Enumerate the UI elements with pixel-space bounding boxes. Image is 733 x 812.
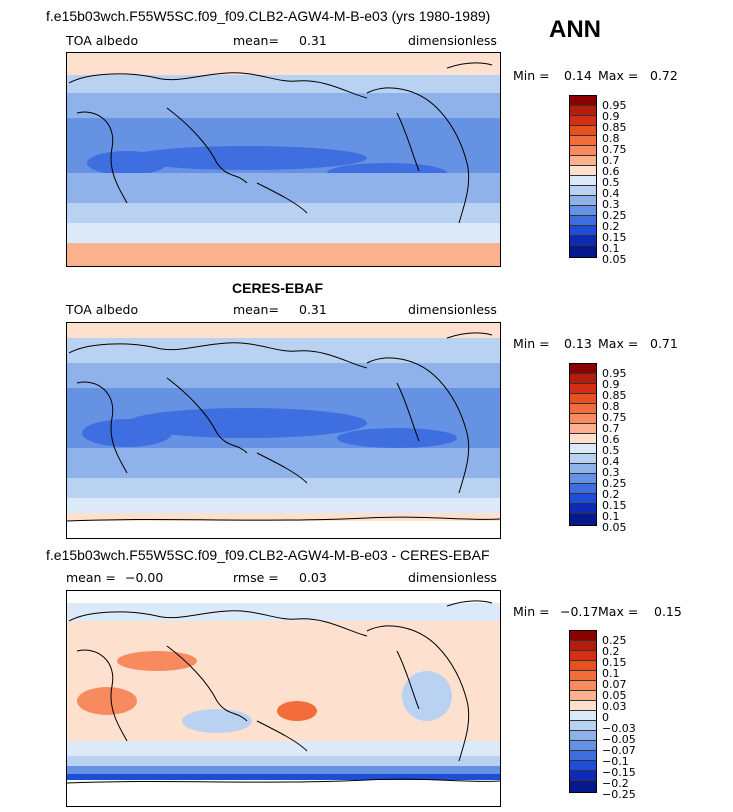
panel3-cbar-label: −0.15	[602, 766, 636, 779]
panel3-title: f.e15b03wch.F55W5SC.f09_f09.CLB2-AGW4-M-…	[46, 547, 490, 563]
panel2-min-value: 0.13	[564, 336, 592, 351]
panel2-cbar-label: 0.6	[602, 433, 620, 446]
panel1-cbar-label: 0.25	[602, 209, 627, 222]
panel3-mean-label: mean =	[66, 570, 116, 585]
panel3-cbar-label: 0.03	[602, 700, 627, 713]
panel1-cbar-label: 0.2	[602, 220, 620, 233]
panel1-cbar-label: 0.3	[602, 198, 620, 211]
panel2-min-label: Min =	[513, 336, 550, 351]
panel1-mean-label: mean=	[233, 33, 279, 48]
panel2-cbar-label: 0.75	[602, 411, 627, 424]
panel1-cbar-label: 0.1	[602, 242, 620, 255]
panel1-cbar-label: 0.6	[602, 165, 620, 178]
season-label: ANN	[549, 16, 601, 43]
panel1-cbar-label: 0.75	[602, 143, 627, 156]
panel2-title: CERES-EBAF	[232, 280, 324, 296]
panel2-max-label: Max =	[598, 336, 639, 351]
panel3-cbar-label: 0.15	[602, 656, 627, 669]
panel3-cbar-label: 0.07	[602, 678, 627, 691]
panel3-colorbar	[569, 630, 597, 793]
panel1-variable-label: TOA albedo	[66, 33, 139, 48]
panel1-min-value: 0.14	[564, 68, 592, 83]
panel3-cbar-label: −0.1	[602, 755, 629, 768]
panel1-title: f.e15b03wch.F55W5SC.f09_f09.CLB2-AGW4-M-…	[46, 8, 491, 24]
panel2-cbar-label: 0.05	[602, 521, 627, 534]
panel3-min-label: Min =	[513, 604, 550, 619]
panel1-map	[66, 52, 501, 267]
panel2-cbar-label: 0.3	[602, 466, 620, 479]
panel2-cbar-label: 0.5	[602, 444, 620, 457]
panel3-cbar-label: −0.03	[602, 722, 636, 735]
panel1-cbar-label: 0.8	[602, 132, 620, 145]
panel3-mean-value: −0.00	[125, 570, 164, 585]
panel1-max-value: 0.72	[650, 68, 678, 83]
panel2-map-svg	[67, 323, 500, 538]
panel3-cbar-label: −0.07	[602, 744, 636, 757]
panel1-mean-value: 0.31	[299, 33, 327, 48]
panel3-rmse-value: 0.03	[299, 570, 327, 585]
panel1-cbar-label: 0.7	[602, 154, 620, 167]
panel3-cbar-label: −0.05	[602, 733, 636, 746]
panel3-cbar-label: 0	[602, 711, 609, 724]
panel2-variable-label: TOA albedo	[66, 302, 139, 317]
panel2-mean-label: mean=	[233, 302, 279, 317]
panel2-cbar-label: 0.95	[602, 367, 627, 380]
panel1-cbar-label: 0.05	[602, 253, 627, 266]
panel2-max-value: 0.71	[650, 336, 678, 351]
panel3-max-label: Max =	[598, 604, 639, 619]
panel1-units: dimensionless	[408, 33, 497, 48]
panel3-cbar-label: 0.05	[602, 689, 627, 702]
panel3-cbar-label: 0.1	[602, 667, 620, 680]
panel3-cbar-label: 0.25	[602, 634, 627, 647]
panel1-colorbar	[569, 95, 597, 258]
panel2-cbar-label: 0.15	[602, 499, 627, 512]
panel3-cbar-label: 0.2	[602, 645, 620, 658]
panel2-units: dimensionless	[408, 302, 497, 317]
panel1-cbar-label: 0.4	[602, 187, 620, 200]
panel1-map-svg	[67, 53, 500, 266]
panel2-cbar-label: 0.85	[602, 389, 627, 402]
panel1-cbar-label: 0.5	[602, 176, 620, 189]
panel1-cbar-label: 0.95	[602, 99, 627, 112]
panel3-min-value: −0.17	[560, 604, 599, 619]
panel2-cbar-label: 0.2	[602, 488, 620, 501]
panel1-min-label: Min =	[513, 68, 550, 83]
panel2-cbar-label: 0.7	[602, 422, 620, 435]
panel3-units: dimensionless	[408, 570, 497, 585]
panel2-cbar-label: 0.8	[602, 400, 620, 413]
panel1-cbar-label: 0.9	[602, 110, 620, 123]
panel3-cbar-label: −0.25	[602, 788, 636, 801]
panel3-cbar-label: −0.2	[602, 777, 629, 790]
panel1-cbar-label: 0.85	[602, 121, 627, 134]
panel3-max-value: 0.15	[654, 604, 682, 619]
panel2-cbar-label: 0.4	[602, 455, 620, 468]
panel2-cbar-label: 0.9	[602, 378, 620, 391]
panel1-cbar-label: 0.15	[602, 231, 627, 244]
panel2-map	[66, 322, 501, 539]
panel3-rmse-label: rmse =	[233, 570, 279, 585]
panel2-colorbar	[569, 363, 597, 526]
panel2-cbar-label: 0.1	[602, 510, 620, 523]
panel2-cbar-label: 0.25	[602, 477, 627, 490]
panel2-mean-value: 0.31	[299, 302, 327, 317]
panel3-map-svg	[67, 591, 500, 806]
panel1-max-label: Max =	[598, 68, 639, 83]
panel3-map	[66, 590, 501, 807]
